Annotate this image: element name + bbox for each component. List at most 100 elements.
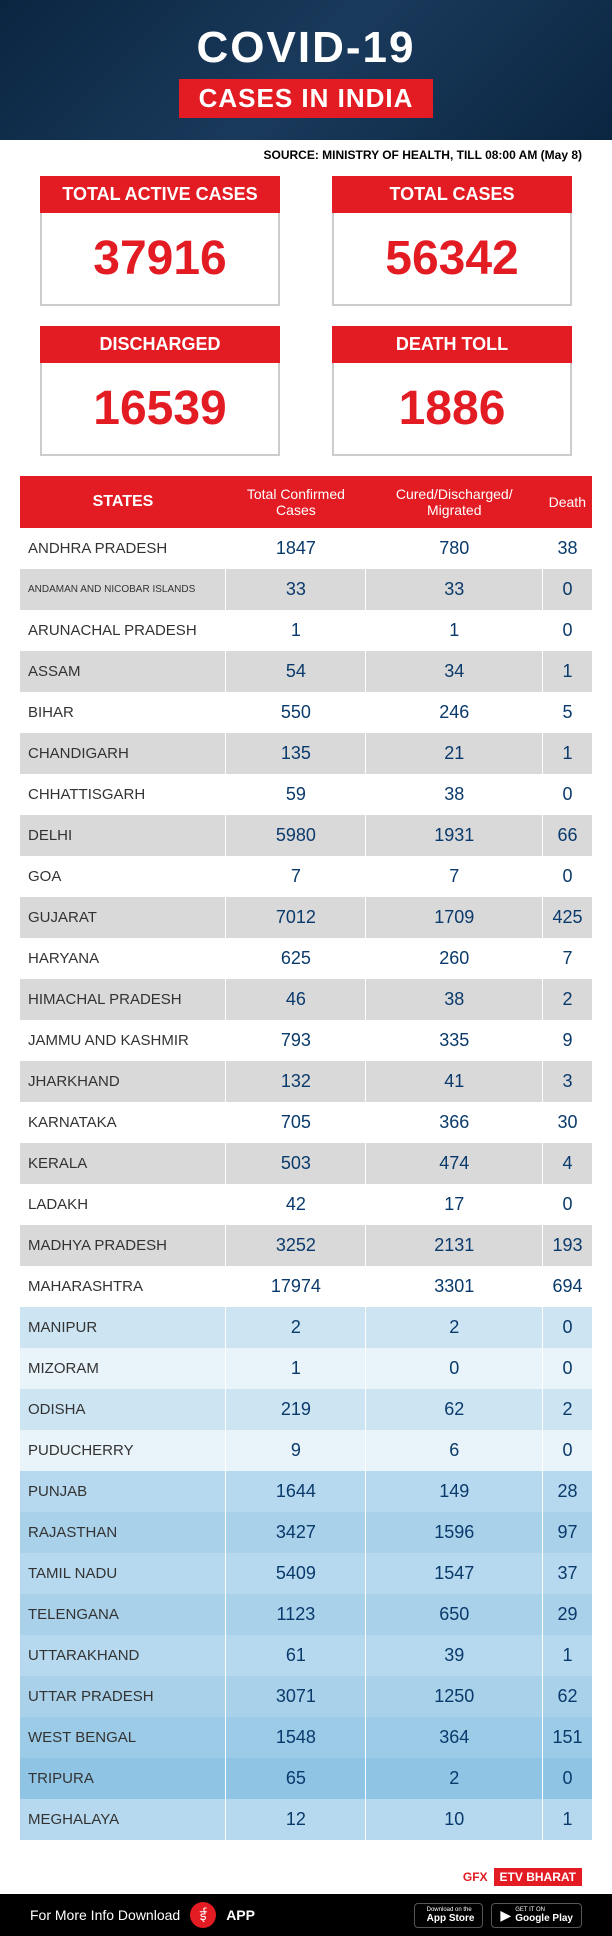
cured-cases: 2131 bbox=[366, 1225, 543, 1266]
cured-cases: 1250 bbox=[366, 1676, 543, 1717]
state-name: MAHARASHTRA bbox=[20, 1266, 226, 1307]
confirmed-cases: 42 bbox=[226, 1184, 366, 1225]
state-name: HARYANA bbox=[20, 938, 226, 979]
table-column-header: Total Confirmed Cases bbox=[226, 476, 366, 528]
download-app-text: APP bbox=[226, 1907, 255, 1923]
table-row: GOA770 bbox=[20, 856, 592, 897]
card-value: 16539 bbox=[42, 363, 278, 454]
state-name: BIHAR bbox=[20, 692, 226, 733]
table-body: ANDHRA PRADESH184778038ANDAMAN AND NICOB… bbox=[20, 528, 592, 1840]
cured-cases: 1931 bbox=[366, 815, 543, 856]
death-cases: 30 bbox=[543, 1102, 592, 1143]
state-name: MADHYA PRADESH bbox=[20, 1225, 226, 1266]
confirmed-cases: 1644 bbox=[226, 1471, 366, 1512]
table-row: ARUNACHAL PRADESH110 bbox=[20, 610, 592, 651]
death-cases: 0 bbox=[543, 569, 592, 610]
death-cases: 0 bbox=[543, 1758, 592, 1799]
cured-cases: 21 bbox=[366, 733, 543, 774]
summary-card: TOTAL CASES56342 bbox=[332, 176, 572, 306]
cured-cases: 1 bbox=[366, 610, 543, 651]
death-cases: 694 bbox=[543, 1266, 592, 1307]
cured-cases: 246 bbox=[366, 692, 543, 733]
death-cases: 29 bbox=[543, 1594, 592, 1635]
state-name: DELHI bbox=[20, 815, 226, 856]
download-text: For More Info Download bbox=[30, 1907, 180, 1923]
download-app-icon: ई bbox=[190, 1902, 216, 1928]
cured-cases: 10 bbox=[366, 1799, 543, 1840]
death-cases: 0 bbox=[543, 1307, 592, 1348]
death-cases: 37 bbox=[543, 1553, 592, 1594]
state-name: GOA bbox=[20, 856, 226, 897]
cured-cases: 364 bbox=[366, 1717, 543, 1758]
table-row: CHANDIGARH135211 bbox=[20, 733, 592, 774]
table-row: HIMACHAL PRADESH46382 bbox=[20, 979, 592, 1020]
store-text: GET IT ONGoogle Play bbox=[515, 1907, 573, 1924]
confirmed-cases: 54 bbox=[226, 651, 366, 692]
confirmed-cases: 219 bbox=[226, 1389, 366, 1430]
cured-cases: 366 bbox=[366, 1102, 543, 1143]
state-name: KARNATAKA bbox=[20, 1102, 226, 1143]
death-cases: 193 bbox=[543, 1225, 592, 1266]
store-badge[interactable]: Download on theApp Store bbox=[414, 1903, 484, 1928]
state-name: PUNJAB bbox=[20, 1471, 226, 1512]
table-row: LADAKH42170 bbox=[20, 1184, 592, 1225]
confirmed-cases: 132 bbox=[226, 1061, 366, 1102]
state-name: JHARKHAND bbox=[20, 1061, 226, 1102]
table-row: GUJARAT70121709425 bbox=[20, 897, 592, 938]
summary-cards: TOTAL ACTIVE CASES37916TOTAL CASES56342D… bbox=[0, 166, 612, 476]
cured-cases: 6 bbox=[366, 1430, 543, 1471]
cured-cases: 17 bbox=[366, 1184, 543, 1225]
confirmed-cases: 550 bbox=[226, 692, 366, 733]
state-name: CHHATTISGARH bbox=[20, 774, 226, 815]
cured-cases: 39 bbox=[366, 1635, 543, 1676]
store-badge[interactable]: ▶GET IT ONGoogle Play bbox=[491, 1903, 582, 1928]
cured-cases: 335 bbox=[366, 1020, 543, 1061]
state-name: TRIPURA bbox=[20, 1758, 226, 1799]
footer-etv: ETV BHARAT bbox=[494, 1868, 582, 1886]
confirmed-cases: 5409 bbox=[226, 1553, 366, 1594]
download-left: For More Info Download ई APP bbox=[30, 1902, 255, 1928]
confirmed-cases: 7 bbox=[226, 856, 366, 897]
state-name: ANDAMAN AND NICOBAR ISLANDS bbox=[20, 569, 226, 610]
state-name: ASSAM bbox=[20, 651, 226, 692]
death-cases: 1 bbox=[543, 733, 592, 774]
cured-cases: 3301 bbox=[366, 1266, 543, 1307]
table-column-header: Cured/Discharged/ Migrated bbox=[366, 476, 543, 528]
confirmed-cases: 61 bbox=[226, 1635, 366, 1676]
table-column-header: STATES bbox=[20, 476, 226, 528]
card-value: 37916 bbox=[42, 213, 278, 304]
table-row: TELENGANA112365029 bbox=[20, 1594, 592, 1635]
confirmed-cases: 793 bbox=[226, 1020, 366, 1061]
table-row: UTTARAKHAND61391 bbox=[20, 1635, 592, 1676]
death-cases: 425 bbox=[543, 897, 592, 938]
state-name: UTTARAKHAND bbox=[20, 1635, 226, 1676]
table-row: MIZORAM100 bbox=[20, 1348, 592, 1389]
card-value: 1886 bbox=[334, 363, 570, 454]
state-name: MIZORAM bbox=[20, 1348, 226, 1389]
death-cases: 0 bbox=[543, 774, 592, 815]
table-row: ASSAM54341 bbox=[20, 651, 592, 692]
table-row: UTTAR PRADESH3071125062 bbox=[20, 1676, 592, 1717]
confirmed-cases: 1123 bbox=[226, 1594, 366, 1635]
table-row: MANIPUR220 bbox=[20, 1307, 592, 1348]
source-text: SOURCE: MINISTRY OF HEALTH, TILL 08:00 A… bbox=[0, 140, 612, 166]
header-title: COVID-19 bbox=[197, 23, 416, 73]
card-label: DISCHARGED bbox=[40, 326, 280, 363]
death-cases: 7 bbox=[543, 938, 592, 979]
death-cases: 66 bbox=[543, 815, 592, 856]
death-cases: 1 bbox=[543, 1799, 592, 1840]
death-cases: 97 bbox=[543, 1512, 592, 1553]
confirmed-cases: 59 bbox=[226, 774, 366, 815]
footer-gfx: GFX bbox=[463, 1870, 488, 1884]
confirmed-cases: 7012 bbox=[226, 897, 366, 938]
cured-cases: 38 bbox=[366, 774, 543, 815]
cured-cases: 0 bbox=[366, 1348, 543, 1389]
state-name: LADAKH bbox=[20, 1184, 226, 1225]
state-name: ODISHA bbox=[20, 1389, 226, 1430]
header-banner: COVID-19 CASES IN INDIA bbox=[0, 0, 612, 140]
cured-cases: 1709 bbox=[366, 897, 543, 938]
death-cases: 1 bbox=[543, 651, 592, 692]
confirmed-cases: 3071 bbox=[226, 1676, 366, 1717]
cured-cases: 34 bbox=[366, 651, 543, 692]
state-name: TAMIL NADU bbox=[20, 1553, 226, 1594]
